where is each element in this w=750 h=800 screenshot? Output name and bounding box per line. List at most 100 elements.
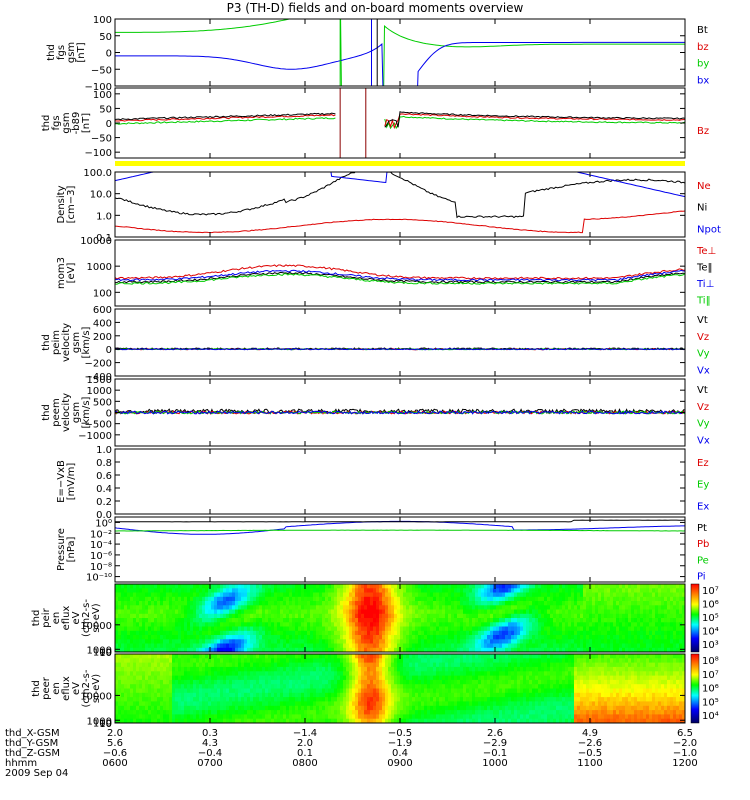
legend-Ni: Ni	[697, 203, 707, 214]
ylabel-line: sr-eV)	[91, 674, 102, 703]
legend-Vz: Vz	[697, 332, 709, 343]
legend-Bz: Bz	[697, 126, 709, 137]
ytick-label: −200	[85, 359, 112, 370]
ephemeris-value: 0600	[102, 758, 127, 769]
ylabel-line: (cm2-s-	[81, 669, 92, 707]
ytick-label: 0.4	[96, 484, 112, 495]
ephemeris-value: −1.0	[673, 748, 697, 759]
series-pe	[115, 529, 685, 532]
legend-Te⊥: Te⊥	[696, 246, 716, 257]
ytick-label: 0.2	[96, 497, 112, 508]
legend-Pe: Pe	[697, 555, 709, 566]
ephemeris-value: 0800	[292, 758, 317, 769]
ephemeris-value: −0.1	[483, 748, 507, 759]
legend-Pi: Pi	[697, 572, 706, 583]
legend-Pb: Pb	[697, 539, 709, 550]
ephemeris-value: 2.0	[107, 728, 123, 739]
ytick-label: 10.0	[90, 190, 112, 201]
axes-frame-fgs_blow	[114, 87, 686, 159]
ylabel-line: gsm	[66, 42, 77, 63]
legend-Ti⊥: Ti⊥	[696, 279, 714, 290]
plot-area-density	[115, 172, 685, 234]
ytick-label: 10⁻⁸	[90, 562, 112, 573]
ylabel-line: [km/s]	[81, 396, 92, 428]
series-vx	[115, 348, 685, 351]
colorbar-tick-label: 10⁴	[702, 627, 719, 638]
ytick-label: 10	[99, 719, 112, 730]
series-bx	[115, 41, 685, 86]
ephemeris-value: 1000	[482, 758, 507, 769]
ylabel-line: gsm	[61, 112, 72, 133]
legend-bx: bx	[697, 75, 709, 86]
legend-Vz: Vz	[697, 402, 709, 413]
legend-Vy: Vy	[697, 349, 710, 360]
ylabel-line: eV	[71, 611, 82, 624]
panel-temp: 10000 1000 100 mom3 [eV] Te⊥ Te‖ Ti⊥ Ti‖	[56, 236, 716, 307]
series-bx	[384, 115, 685, 130]
ylabel-line: velocity	[61, 323, 72, 362]
ylabel-line: thd	[31, 680, 42, 697]
ephemeris-value: −2.0	[673, 738, 697, 749]
plot-area-fgs_blow	[115, 88, 685, 158]
ephemeris-row-label: thd_Z-GSM	[5, 748, 60, 759]
ytick-label: 10⁻⁴	[90, 540, 112, 551]
ylabel-line: peer	[41, 676, 52, 700]
ephemeris-value: 0900	[387, 758, 412, 769]
date-label: 2009 Sep 04	[5, 768, 68, 779]
colorbar-tick-label: 10⁷	[702, 586, 719, 597]
ylabel-line: fgs	[56, 45, 67, 60]
ylabel-line: sr-eV)	[91, 603, 102, 632]
ephemeris-value: −2.9	[483, 738, 507, 749]
page-title: P3 (TH-D) fields and on-board moments ov…	[226, 1, 524, 15]
series-ti-par	[115, 273, 685, 285]
plot-area-pressure	[115, 519, 685, 535]
ylabel-line: E=−VxB	[56, 460, 67, 503]
ytick-label: 0	[106, 119, 112, 130]
ylabel-line: Density	[56, 185, 67, 223]
ytick-label: 100	[93, 15, 112, 26]
panel-flag_bar	[115, 161, 685, 166]
ytick-label: 0	[106, 409, 112, 420]
ytick-label: 10000	[80, 691, 112, 702]
ytick-label: −1000	[78, 431, 112, 442]
ephemeris-value: 5.6	[107, 738, 123, 749]
ytick-label: 0.6	[96, 471, 112, 482]
legend-Ex: Ex	[697, 501, 709, 512]
colorbar-tick-label: 10⁶	[702, 684, 719, 695]
colorbar-tick-label: 10⁸	[702, 656, 719, 667]
ephemeris-value: 0.3	[202, 728, 218, 739]
ephemeris-value: 0.4	[392, 748, 408, 759]
legend-Ey: Ey	[697, 480, 709, 491]
colorbar-tick-label: 10⁵	[702, 613, 719, 624]
plot-area-peem_vel	[115, 408, 685, 415]
ylabel-efield: E=−VxB [mV/m]	[56, 460, 77, 503]
ytick-label: 600	[93, 305, 112, 316]
series-bz	[384, 113, 685, 130]
ephemeris-value: 6.5	[677, 728, 693, 739]
ephemeris-row-label: thd_Y-GSM	[5, 738, 58, 749]
ylabel-line: peim	[51, 330, 62, 355]
ylabel-line: (cm2-s-	[81, 599, 92, 637]
ylabel-peem_vel: thd peem velocity gsm [km/s]	[41, 393, 92, 432]
ytick-label: 400	[93, 318, 112, 329]
series-bx	[115, 117, 336, 125]
ylabel-peer_en: thd peer en eflux eV (cm2-s-sr-eV)	[31, 669, 102, 707]
ylabel-line: eflux	[61, 606, 72, 631]
ylabel-line: thd	[41, 334, 52, 351]
legend-Ez: Ez	[697, 458, 709, 469]
legend-Vx: Vx	[697, 365, 710, 376]
ylabel-line: thd	[46, 44, 57, 61]
ephemeris-row-label: hhmm	[5, 758, 37, 769]
ytick-label: −100	[85, 82, 112, 93]
legend-Ne: Ne	[697, 181, 711, 192]
legend-Vy: Vy	[697, 419, 710, 430]
ytick-label: −400	[85, 372, 112, 383]
ytick-label: 1000	[87, 386, 112, 397]
ytick-label: 100.0	[83, 168, 112, 179]
ytick-label: 10000	[80, 621, 112, 632]
legend-by: by	[697, 59, 709, 70]
